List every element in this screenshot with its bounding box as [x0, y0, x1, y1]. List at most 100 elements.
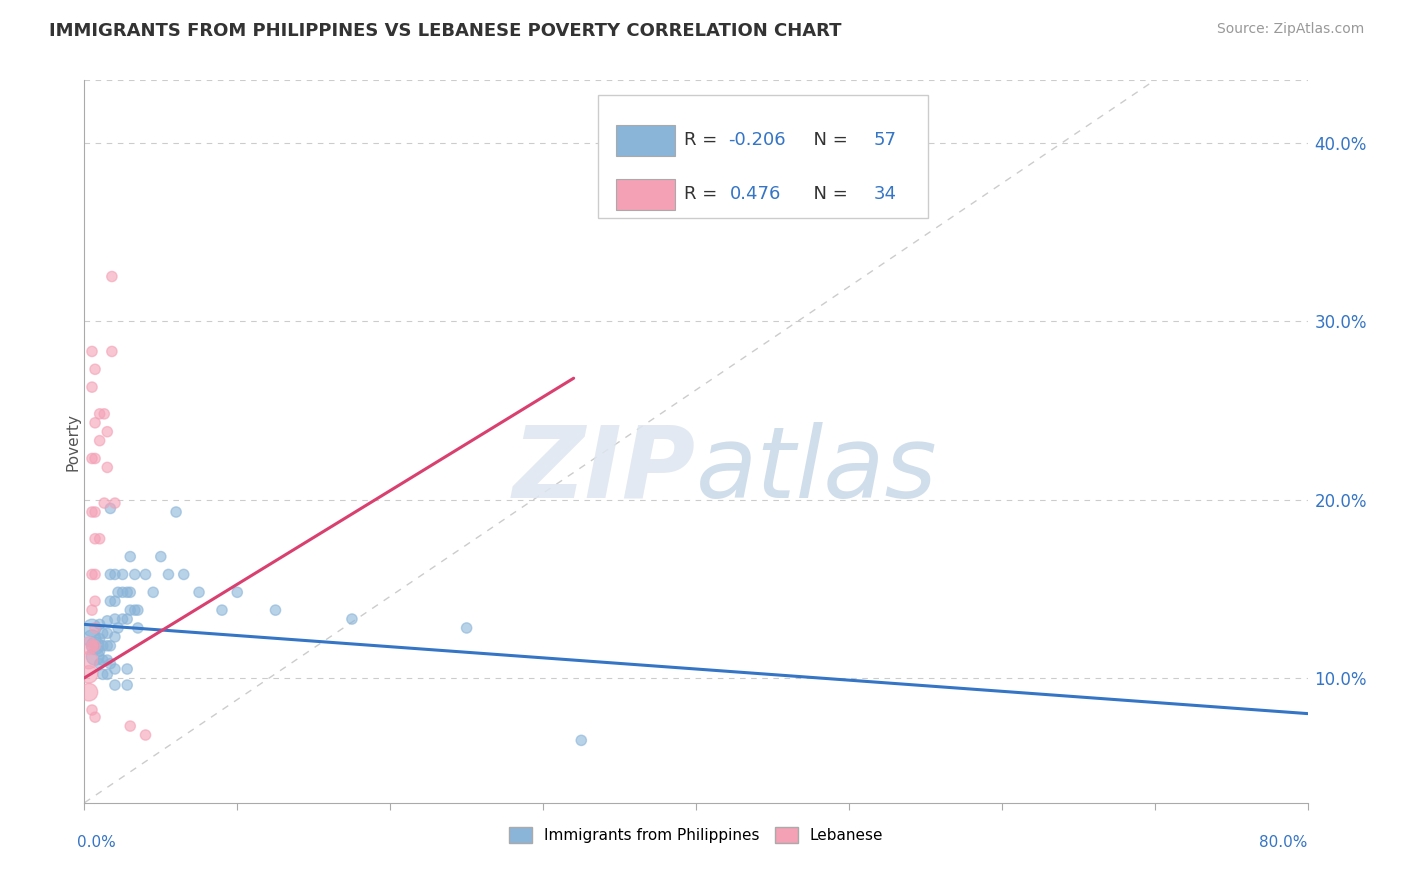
- Point: [111, 585, 134, 599]
- Point: [89, 632, 111, 646]
- Legend: Immigrants from Philippines, Lebanese: Immigrants from Philippines, Lebanese: [502, 822, 890, 849]
- Point: [96, 460, 118, 475]
- Point: [77, 685, 100, 699]
- Point: [104, 612, 127, 626]
- Point: [456, 621, 478, 635]
- Point: [142, 585, 165, 599]
- Point: [149, 549, 172, 564]
- Point: [98, 567, 121, 582]
- Point: [89, 434, 111, 448]
- Point: [120, 603, 142, 617]
- Point: [80, 505, 103, 519]
- Text: 0.476: 0.476: [730, 186, 782, 203]
- Point: [569, 733, 592, 747]
- Point: [115, 678, 138, 692]
- Y-axis label: Poverty: Poverty: [66, 412, 80, 471]
- Point: [135, 728, 157, 742]
- Point: [77, 639, 100, 653]
- Text: Source: ZipAtlas.com: Source: ZipAtlas.com: [1216, 22, 1364, 37]
- Point: [89, 532, 111, 546]
- Point: [98, 657, 121, 671]
- Point: [111, 612, 134, 626]
- Point: [84, 594, 107, 608]
- Point: [84, 505, 107, 519]
- Point: [135, 567, 157, 582]
- Point: [104, 496, 127, 510]
- Point: [80, 639, 103, 653]
- Point: [91, 667, 114, 681]
- Point: [80, 621, 103, 635]
- Point: [84, 567, 107, 582]
- Point: [80, 703, 103, 717]
- Text: atlas: atlas: [696, 422, 938, 519]
- Point: [89, 657, 111, 671]
- Point: [120, 549, 142, 564]
- Text: 34: 34: [873, 186, 897, 203]
- Point: [96, 614, 118, 628]
- Point: [98, 501, 121, 516]
- Point: [101, 344, 124, 359]
- Point: [104, 630, 127, 644]
- Point: [104, 678, 127, 692]
- Text: 0.0%: 0.0%: [77, 835, 115, 850]
- Point: [84, 621, 107, 635]
- Point: [91, 626, 114, 640]
- Point: [157, 567, 180, 582]
- Text: N =: N =: [803, 186, 853, 203]
- Point: [111, 567, 134, 582]
- Point: [93, 496, 115, 510]
- Point: [173, 567, 195, 582]
- Text: IMMIGRANTS FROM PHILIPPINES VS LEBANESE POVERTY CORRELATION CHART: IMMIGRANTS FROM PHILIPPINES VS LEBANESE …: [49, 22, 842, 40]
- Point: [84, 639, 107, 653]
- Point: [120, 719, 142, 733]
- Point: [89, 407, 111, 421]
- Point: [80, 451, 103, 466]
- Text: 57: 57: [873, 131, 897, 149]
- Point: [84, 362, 107, 376]
- Point: [91, 639, 114, 653]
- Point: [226, 585, 249, 599]
- Point: [104, 567, 127, 582]
- Point: [98, 639, 121, 653]
- Point: [127, 603, 149, 617]
- Point: [80, 603, 103, 617]
- Point: [96, 653, 118, 667]
- Point: [96, 639, 118, 653]
- Text: N =: N =: [803, 131, 853, 149]
- Point: [80, 344, 103, 359]
- Point: [89, 617, 111, 632]
- Point: [115, 612, 138, 626]
- FancyBboxPatch shape: [616, 125, 675, 155]
- Point: [96, 425, 118, 439]
- Point: [89, 644, 111, 658]
- Point: [80, 567, 103, 582]
- Point: [84, 710, 107, 724]
- Point: [93, 407, 115, 421]
- Point: [165, 505, 187, 519]
- Point: [340, 612, 363, 626]
- Point: [107, 621, 129, 635]
- Point: [80, 380, 103, 394]
- Point: [84, 639, 107, 653]
- Text: R =: R =: [683, 131, 723, 149]
- Point: [188, 585, 211, 599]
- Point: [115, 585, 138, 599]
- Point: [120, 585, 142, 599]
- Point: [104, 662, 127, 676]
- Point: [124, 603, 146, 617]
- Point: [124, 567, 146, 582]
- Point: [211, 603, 233, 617]
- Text: ZIP: ZIP: [513, 422, 696, 519]
- FancyBboxPatch shape: [616, 179, 675, 210]
- Point: [80, 632, 103, 646]
- FancyBboxPatch shape: [598, 95, 928, 218]
- Text: 80.0%: 80.0%: [1260, 835, 1308, 850]
- Point: [84, 416, 107, 430]
- Point: [84, 451, 107, 466]
- Point: [107, 585, 129, 599]
- Point: [84, 649, 107, 664]
- Point: [127, 621, 149, 635]
- Point: [77, 667, 100, 681]
- Point: [104, 594, 127, 608]
- Point: [84, 532, 107, 546]
